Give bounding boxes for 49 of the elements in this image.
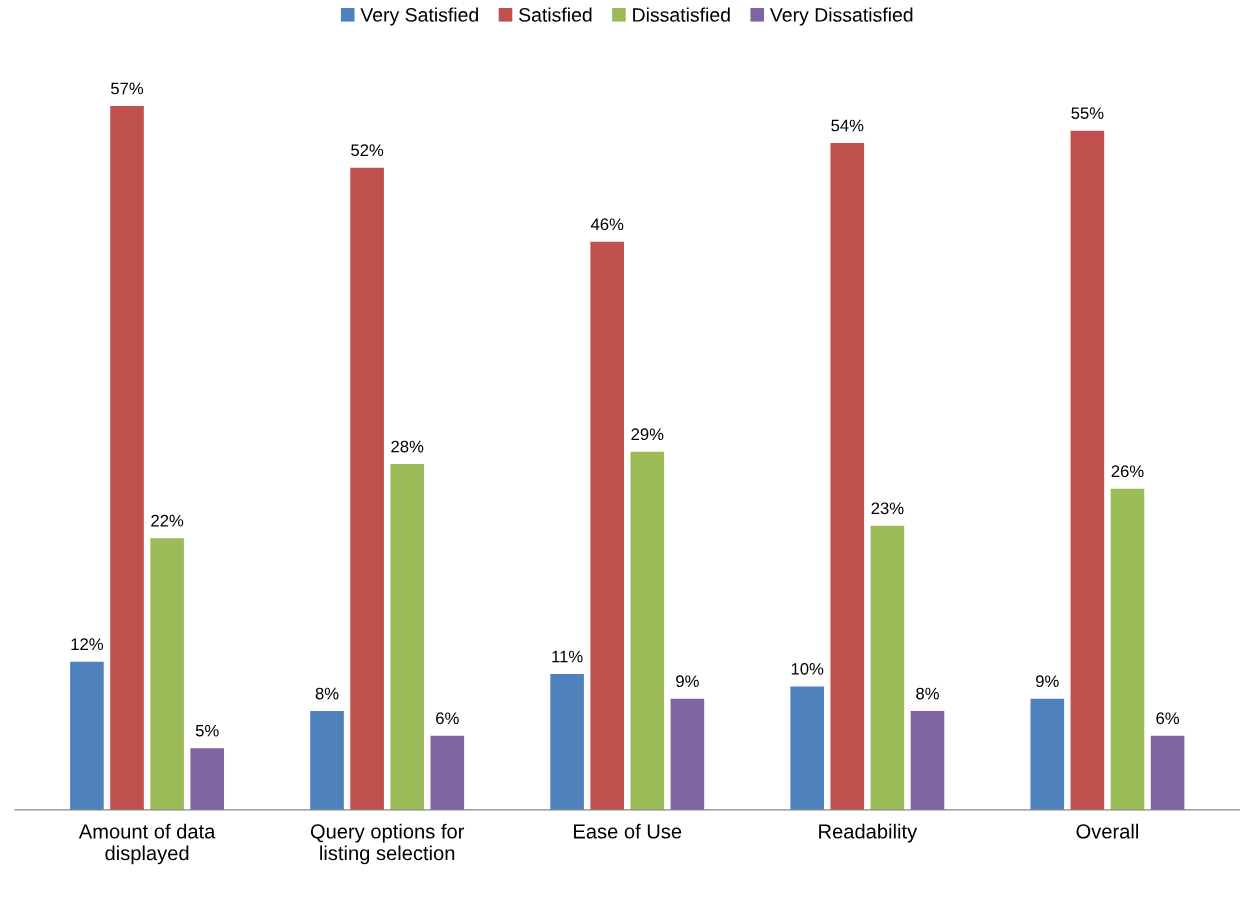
bar (150, 538, 184, 810)
data-label: 28% (391, 440, 424, 453)
data-label: 10% (791, 662, 824, 675)
legend-label: Dissatisfied (633, 7, 730, 22)
bar (670, 698, 705, 810)
data-label: 22% (151, 514, 184, 527)
x-tick-label: Query options for listing selection (310, 823, 465, 865)
data-label: 9% (1036, 675, 1059, 688)
bar (70, 661, 104, 810)
bar (430, 735, 465, 810)
bar (310, 711, 344, 810)
data-label: 23% (871, 502, 904, 515)
bar (1030, 698, 1065, 810)
bar (1150, 735, 1185, 810)
data-label: 8% (916, 687, 939, 700)
data-label: 5% (195, 724, 219, 737)
data-label: 12% (71, 638, 104, 650)
x-tick-label: Ease of Use (574, 823, 682, 839)
legend-label: Satisfied (519, 7, 592, 22)
bar (550, 674, 584, 810)
data-label: 8% (315, 687, 339, 700)
bar (790, 686, 825, 810)
bar (350, 167, 384, 810)
data-label: 52% (351, 144, 384, 157)
bar (830, 142, 865, 810)
data-label: 26% (1111, 465, 1144, 478)
data-label: 55% (1071, 107, 1104, 120)
bar (190, 748, 225, 810)
x-tick-label: Readability (819, 823, 918, 843)
data-label: 54% (831, 119, 864, 132)
bar (870, 525, 905, 810)
x-tick-label: Amount of data displayed (78, 823, 216, 865)
bar (390, 464, 425, 810)
legend-label: Very Dissatisfied (769, 7, 913, 26)
data-label: 46% (590, 218, 624, 231)
bar (910, 711, 945, 810)
data-label: 57% (111, 82, 144, 95)
data-label: 6% (436, 712, 459, 725)
data-label: 9% (676, 675, 699, 688)
x-tick-label: Overall (1076, 823, 1138, 839)
data-label: 11% (552, 650, 583, 663)
data-label: 6% (1156, 712, 1180, 725)
legend-label: Very Satisfied (360, 7, 478, 26)
bar (1110, 488, 1145, 810)
bar (630, 451, 665, 810)
bar (110, 105, 144, 810)
bar (590, 241, 625, 810)
data-label: 29% (631, 428, 664, 441)
bar (1070, 130, 1105, 810)
